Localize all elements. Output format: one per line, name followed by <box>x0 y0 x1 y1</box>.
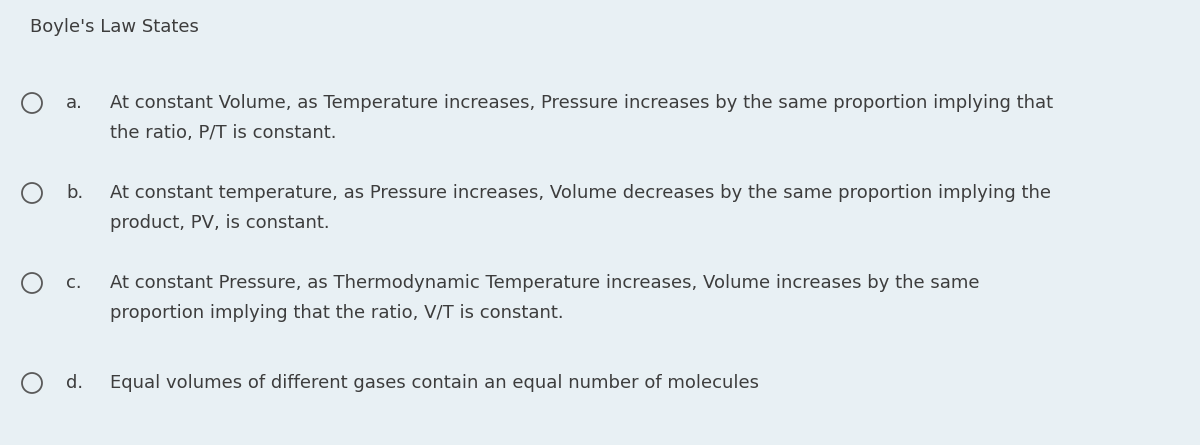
Text: product, PV, is constant.: product, PV, is constant. <box>110 214 330 232</box>
Text: a.: a. <box>66 94 83 112</box>
Text: c.: c. <box>66 274 82 292</box>
Text: Boyle's Law States: Boyle's Law States <box>30 18 199 36</box>
Text: At constant Volume, as Temperature increases, Pressure increases by the same pro: At constant Volume, as Temperature incre… <box>110 94 1054 112</box>
Text: Equal volumes of different gases contain an equal number of molecules: Equal volumes of different gases contain… <box>110 374 760 392</box>
Text: At constant Pressure, as Thermodynamic Temperature increases, Volume increases b: At constant Pressure, as Thermodynamic T… <box>110 274 979 292</box>
Text: the ratio, P/T is constant.: the ratio, P/T is constant. <box>110 124 336 142</box>
Text: b.: b. <box>66 184 83 202</box>
Text: At constant temperature, as Pressure increases, Volume decreases by the same pro: At constant temperature, as Pressure inc… <box>110 184 1051 202</box>
Text: proportion implying that the ratio, V/T is constant.: proportion implying that the ratio, V/T … <box>110 304 564 322</box>
Text: d.: d. <box>66 374 83 392</box>
